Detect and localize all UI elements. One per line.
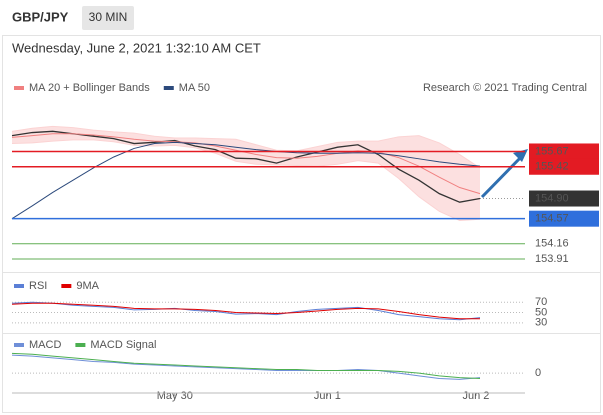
level-box <box>529 158 599 175</box>
y-tick-label: 0 <box>535 367 541 379</box>
legend-label: MA 50 <box>179 82 210 94</box>
band-lower <box>11 139 481 222</box>
x-tick-label: May 30 <box>157 390 193 402</box>
level-label: 153.91 <box>535 253 569 265</box>
legend-label: MA 20 + Bollinger Bands <box>29 82 150 94</box>
interval-label[interactable]: 30 MIN <box>89 10 128 24</box>
legend-swatch <box>61 284 72 288</box>
legend-label: RSI <box>29 280 47 292</box>
legend-swatch <box>14 86 24 90</box>
bollinger-band <box>12 126 480 221</box>
arrow <box>480 152 526 199</box>
credit: Research © 2021 Trading Central <box>423 82 587 94</box>
legend-label: MACD <box>29 339 61 351</box>
level-label: 154.57 <box>535 213 569 225</box>
series-line <box>11 141 481 220</box>
legend-swatch <box>14 343 24 347</box>
series-line <box>11 352 481 380</box>
interval-button[interactable] <box>82 6 134 30</box>
legend-swatch <box>163 86 174 90</box>
level-label: 155.42 <box>535 161 569 173</box>
band-upper <box>11 125 481 169</box>
y-tick-label: 50 <box>535 306 547 318</box>
y-tick-label: 30 <box>535 317 547 329</box>
series-line <box>11 302 480 320</box>
y-tick-label: 70 <box>535 296 547 308</box>
arrow-head <box>513 149 528 162</box>
price-line <box>11 130 481 203</box>
level-box <box>529 143 599 160</box>
series-line <box>11 133 481 195</box>
legend-swatch <box>75 343 86 347</box>
series-line <box>11 301 481 321</box>
legend-label: 9MA <box>76 280 99 292</box>
level-label: 154.16 <box>535 238 569 250</box>
timestamp: Wednesday, June 2, 2021 1:32:10 AM CET <box>12 40 261 55</box>
legend-label: MACD Signal <box>90 339 156 351</box>
panel-frame <box>2 35 601 413</box>
level-box <box>529 190 599 207</box>
symbol: GBP/JPY <box>12 9 69 24</box>
level-label: 155.67 <box>535 145 569 157</box>
series-line <box>11 354 481 380</box>
legend-swatch <box>14 284 24 288</box>
level-label: 154.90 <box>535 192 569 204</box>
x-tick-label: Jun 2 <box>462 390 489 402</box>
level-box <box>529 210 599 227</box>
x-tick-label: Jun 1 <box>314 390 341 402</box>
